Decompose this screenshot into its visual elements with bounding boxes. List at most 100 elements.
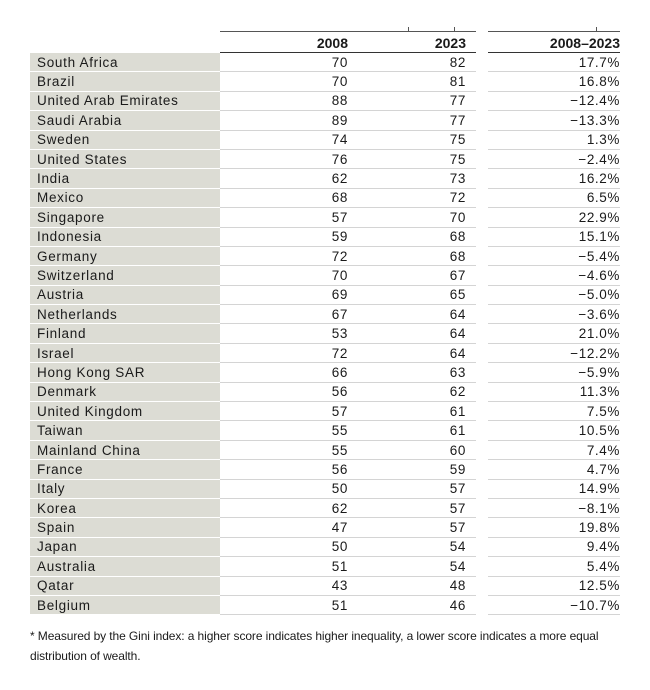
change-cell: −12.4% xyxy=(488,92,620,112)
value-2023-cell: 67 xyxy=(358,266,476,286)
header-rule-1 xyxy=(220,31,476,32)
country-cell: Israel xyxy=(30,343,220,364)
value-2008-cell: 88 xyxy=(220,92,358,112)
table-row: France 56 59 4.7% xyxy=(30,460,620,480)
value-2008-cell: 68 xyxy=(220,189,358,209)
table-row: Denmark 56 62 11.3% xyxy=(30,382,620,403)
value-2023-cell: 75 xyxy=(358,131,476,150)
country-cell: Mainland China xyxy=(30,440,220,461)
table-row: Israel 72 64 −12.2% xyxy=(30,343,620,364)
country-cell: Netherlands xyxy=(30,305,220,325)
change-cell: 7.4% xyxy=(488,441,620,461)
table-row: Finland 53 64 21.0% xyxy=(30,324,620,344)
change-cell: −5.4% xyxy=(488,247,620,267)
change-cell: −12.2% xyxy=(488,344,620,364)
value-2008-cell: 56 xyxy=(220,460,358,480)
table-row: Mexico 68 72 6.5% xyxy=(30,188,620,209)
change-cell: −10.7% xyxy=(488,596,620,616)
column-gap xyxy=(476,440,488,461)
table-body: South Africa 70 82 17.7% Brazil 70 81 16.8% Unit… xyxy=(30,53,620,616)
country-cell: Denmark xyxy=(30,382,220,403)
change-cell: 14.9% xyxy=(488,480,620,499)
country-cell: India xyxy=(30,169,220,189)
table-row: Korea 62 57 −8.1% xyxy=(30,498,620,519)
value-2008-cell: 67 xyxy=(220,305,358,325)
change-cell: 17.7% xyxy=(488,53,620,73)
change-cell: 19.8% xyxy=(488,518,620,538)
value-2008-cell: 56 xyxy=(220,383,358,403)
change-cell: −3.6% xyxy=(488,305,620,325)
value-2023-cell: 63 xyxy=(358,363,476,383)
table-row: Germany 72 68 −5.4% xyxy=(30,246,620,267)
table-row: Saudi Arabia 89 77 −13.3% xyxy=(30,111,620,131)
table-header-row: 2008 2023 2008–2023 xyxy=(30,34,620,53)
table-row: Sweden 74 75 1.3% xyxy=(30,130,620,150)
value-2008-cell: 59 xyxy=(220,228,358,247)
column-gap xyxy=(476,188,488,209)
country-cell: Korea xyxy=(30,498,220,519)
gini-table-container: 2008 2023 2008–2023 South Africa 70 82 17.7… xyxy=(30,20,620,616)
value-2008-cell: 57 xyxy=(220,402,358,422)
value-2023-cell: 77 xyxy=(358,111,476,131)
change-cell: 7.5% xyxy=(488,402,620,422)
value-2008-cell: 62 xyxy=(220,169,358,189)
value-2008-cell: 51 xyxy=(220,557,358,577)
value-2008-cell: 50 xyxy=(220,538,358,558)
country-cell: Switzerland xyxy=(30,266,220,286)
column-gap xyxy=(476,169,488,189)
column-gap xyxy=(476,227,488,247)
column-gap xyxy=(476,479,488,499)
column-gap xyxy=(476,343,488,364)
value-2023-cell: 59 xyxy=(358,460,476,480)
header-change: 2008–2023 xyxy=(488,34,620,53)
value-2008-cell: 43 xyxy=(220,577,358,596)
value-2023-cell: 46 xyxy=(358,596,476,616)
value-2023-cell: 61 xyxy=(358,402,476,422)
table-row: Mainland China 55 60 7.4% xyxy=(30,440,620,461)
country-cell: Finland xyxy=(30,324,220,344)
change-cell: 1.3% xyxy=(488,131,620,150)
change-cell: 22.9% xyxy=(488,208,620,228)
value-2008-cell: 55 xyxy=(220,421,358,441)
value-2008-cell: 55 xyxy=(220,441,358,461)
country-cell: Mexico xyxy=(30,188,220,209)
footnote: * Measured by the Gini index: a higher s… xyxy=(30,629,599,663)
value-2008-cell: 70 xyxy=(220,266,358,286)
value-2008-cell: 76 xyxy=(220,150,358,170)
column-gap xyxy=(476,421,488,441)
value-2023-cell: 57 xyxy=(358,518,476,538)
value-2023-cell: 60 xyxy=(358,441,476,461)
country-cell: United Kingdom xyxy=(30,402,220,422)
change-cell: −4.6% xyxy=(488,266,620,286)
column-gap xyxy=(476,576,488,596)
value-2008-cell: 57 xyxy=(220,208,358,228)
change-cell: −13.3% xyxy=(488,111,620,131)
value-2008-cell: 74 xyxy=(220,131,358,150)
country-cell: Taiwan xyxy=(30,421,220,441)
value-2023-cell: 68 xyxy=(358,247,476,267)
value-2023-cell: 72 xyxy=(358,189,476,209)
header-2008: 2008 xyxy=(220,34,358,53)
change-cell: 16.2% xyxy=(488,169,620,189)
value-2023-cell: 62 xyxy=(358,383,476,403)
header-rules xyxy=(30,20,620,34)
change-cell: −5.9% xyxy=(488,363,620,383)
header-country xyxy=(30,34,220,53)
header-2023: 2023 xyxy=(358,34,476,53)
column-gap xyxy=(476,595,488,616)
table-row: Japan 50 54 9.4% xyxy=(30,537,620,558)
country-cell: Austria xyxy=(30,285,220,306)
country-cell: Hong Kong SAR xyxy=(30,363,220,383)
column-gap xyxy=(476,266,488,286)
column-gap xyxy=(476,363,488,383)
value-2023-cell: 48 xyxy=(358,577,476,596)
header-tick-2 xyxy=(454,27,455,31)
column-gap xyxy=(476,208,488,228)
country-cell: Australia xyxy=(30,557,220,577)
value-2023-cell: 68 xyxy=(358,228,476,247)
header-rule-2 xyxy=(488,31,620,32)
table-row: Brazil 70 81 16.8% xyxy=(30,72,620,92)
header-tick-3 xyxy=(596,27,597,31)
country-cell: Singapore xyxy=(30,208,220,228)
value-2008-cell: 72 xyxy=(220,247,358,267)
